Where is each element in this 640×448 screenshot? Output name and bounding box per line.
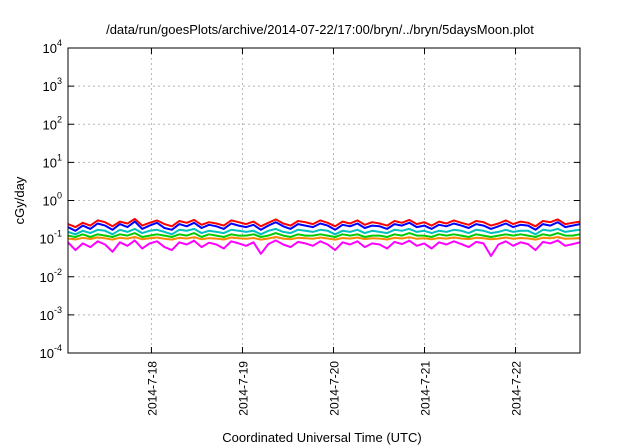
x-tick-label: 2014-7-18 bbox=[145, 361, 159, 416]
y-tick-label: 10-4 bbox=[40, 343, 62, 361]
x-tick-label: 2014-7-22 bbox=[510, 361, 524, 416]
series-line bbox=[67, 239, 581, 257]
x-tick-label: 2014-7-20 bbox=[327, 361, 341, 416]
plot-frame bbox=[67, 47, 581, 354]
y-tick-label: 10-2 bbox=[40, 267, 62, 285]
chart-title: /data/run/goesPlots/archive/2014-07-22/1… bbox=[106, 22, 534, 37]
x-axis-label: Coordinated Universal Time (UTC) bbox=[222, 430, 422, 445]
y-tick-label: 100 bbox=[43, 191, 62, 209]
y-tick-label: 10-3 bbox=[40, 305, 62, 323]
y-tick-label: 101 bbox=[43, 152, 62, 170]
series-line bbox=[67, 227, 581, 236]
y-tick-label: 102 bbox=[43, 114, 62, 132]
y-tick-label: 103 bbox=[43, 76, 62, 94]
y-tick-label: 104 bbox=[43, 38, 62, 56]
y-tick-label: 10-1 bbox=[40, 229, 62, 247]
x-tick-label: 2014-7-19 bbox=[236, 361, 250, 416]
x-tick-label: 2014-7-21 bbox=[419, 361, 433, 416]
y-axis-label: cGy/day bbox=[12, 176, 27, 224]
series-line bbox=[67, 220, 581, 232]
series-line bbox=[67, 236, 581, 241]
series-line bbox=[67, 232, 581, 238]
series-line bbox=[67, 217, 581, 229]
